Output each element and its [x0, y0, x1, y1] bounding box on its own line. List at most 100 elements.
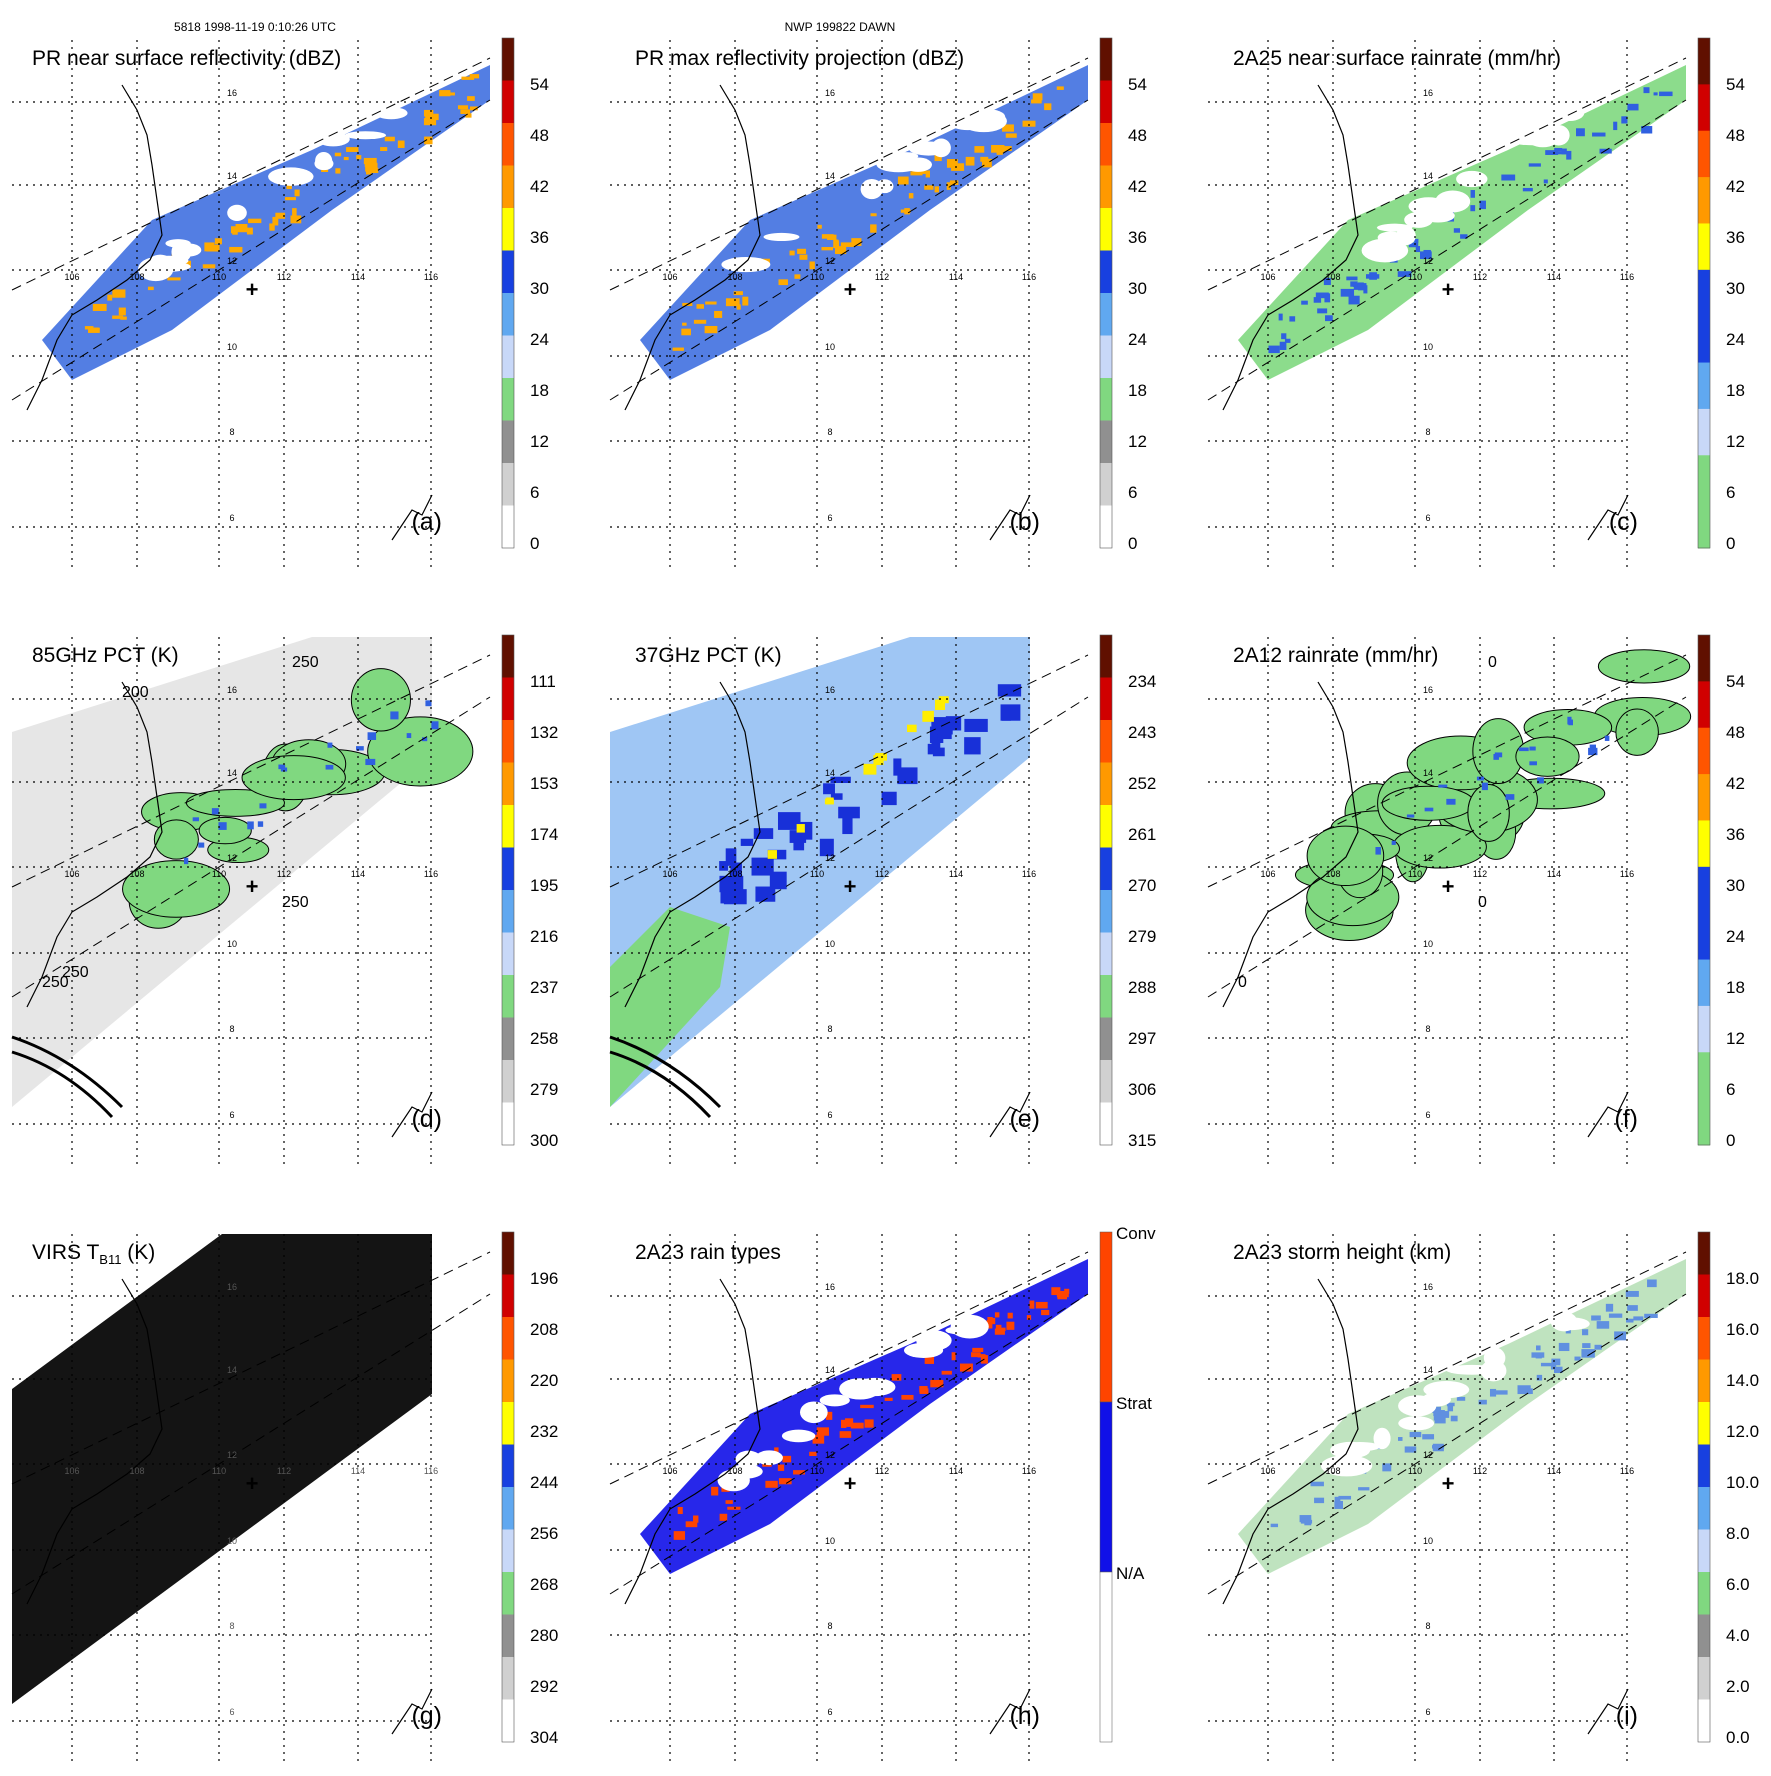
- field-cell: [1289, 316, 1296, 322]
- lon-label: 112: [1473, 869, 1487, 879]
- field-cell: [346, 147, 359, 152]
- field-cell: [1323, 277, 1331, 286]
- field-cell: [1568, 719, 1573, 726]
- field-cell: [1453, 228, 1461, 233]
- lat-label: 8: [1425, 1621, 1430, 1631]
- field-cell: [824, 798, 834, 805]
- field-cell: [1313, 297, 1322, 303]
- field-cell: [367, 732, 377, 740]
- storm-center-marker: +: [246, 874, 259, 899]
- no-rain-gap: [374, 106, 408, 120]
- land-contour: [609, 1050, 712, 1119]
- colorbar-segment: [502, 463, 514, 506]
- field-cell: [1022, 120, 1036, 127]
- field-cell: [980, 156, 989, 162]
- lat-label: 16: [227, 1282, 237, 1292]
- colorbar-tick-label: 0: [1726, 1131, 1735, 1150]
- colorbar-tick-label: 24: [1726, 927, 1745, 946]
- panel-title: 2A23 storm height (km): [1233, 1241, 1451, 1264]
- field-cell: [767, 850, 777, 859]
- colorbar-segment: [502, 1614, 514, 1658]
- colorbar-tick-label: 220: [530, 1371, 558, 1390]
- storm-center-marker: +: [246, 1471, 259, 1496]
- field-cell: [1398, 1437, 1403, 1441]
- colorbar: 111 132 153 174 195 216 237 258 279 300: [501, 634, 558, 1150]
- field-cell: [1528, 163, 1541, 167]
- field-cell: [714, 310, 723, 318]
- colorbar-segment: [1698, 408, 1710, 456]
- colorbar-segment: [502, 1487, 514, 1530]
- storm-center-marker: +: [1442, 277, 1455, 302]
- lon-label: 108: [129, 272, 144, 282]
- field-cell: [964, 737, 981, 755]
- colorbar-tick-label: 258: [530, 1029, 558, 1048]
- colorbar-tick-label: 0: [1726, 534, 1735, 553]
- data-field: [42, 65, 490, 380]
- field-cell: [1056, 86, 1064, 90]
- colorbar: 234 243 252 261 270 279 288 297 306 315: [1099, 634, 1156, 1150]
- colorbar-segment: [1698, 1098, 1710, 1146]
- colorbar-tick-label: 0: [530, 534, 539, 553]
- field-cell: [1278, 313, 1283, 321]
- colorbar-tick-label: 42: [1726, 774, 1745, 793]
- field-cell: [860, 1404, 874, 1409]
- lat-label: 14: [1423, 1365, 1433, 1375]
- field-cell: [922, 710, 934, 722]
- field-cell: [839, 1431, 852, 1438]
- colorbar-tick-label: 54: [1128, 75, 1147, 94]
- data-field: [609, 637, 1030, 1119]
- lat-label: 12: [825, 256, 835, 266]
- field-cell: [1481, 782, 1488, 791]
- field-cell: [673, 1531, 686, 1540]
- field-cell: [725, 1500, 733, 1504]
- swath-edge: [609, 696, 1089, 998]
- colorbar-tick-label: 256: [530, 1524, 558, 1543]
- field-cell: [290, 215, 302, 224]
- lat-label: 12: [1423, 1450, 1433, 1460]
- field-cell: [1035, 1301, 1048, 1309]
- field-cell: [1007, 1312, 1013, 1319]
- field-cell: [742, 296, 749, 306]
- colorbar-tick-label: 300: [530, 1131, 558, 1150]
- colorbar-segment: [1698, 774, 1710, 821]
- field-cell: [1304, 1518, 1312, 1526]
- graticule: [609, 40, 1089, 570]
- field-cell: [972, 1347, 984, 1352]
- no-rain-gap: [819, 1394, 850, 1407]
- field-cell: [1489, 1388, 1497, 1397]
- land-contour: [11, 1035, 124, 1109]
- lat-label: 12: [227, 256, 237, 266]
- swath-area: [42, 65, 490, 380]
- colorbar-tick-label: 6: [1726, 1080, 1735, 1099]
- colorbar-segment: [1100, 1017, 1112, 1061]
- colorbar-segment: [502, 805, 514, 848]
- field-cell: [1592, 132, 1606, 137]
- field-cell: [424, 136, 433, 145]
- colorbar-segment: [502, 1274, 514, 1318]
- field-cell: [1505, 794, 1515, 800]
- field-cell: [1314, 1497, 1325, 1504]
- panel-title: 85GHz PCT (K): [32, 644, 179, 667]
- lat-label: 16: [1423, 88, 1433, 98]
- lon-label: 106: [662, 272, 677, 282]
- colorbar-tick-label: 2.0: [1726, 1677, 1750, 1696]
- swath-edge: [609, 57, 1089, 291]
- colorbar-segment: [502, 1657, 514, 1700]
- colorbar-segment: [502, 1402, 514, 1445]
- field-cell: [842, 817, 853, 835]
- lat-label: 6: [827, 513, 832, 523]
- lat-label: 16: [1423, 685, 1433, 695]
- field-cell: [1627, 103, 1639, 111]
- coastline: [391, 1091, 433, 1138]
- colorbar-tick-label: 268: [530, 1575, 558, 1594]
- colorbar: 196 208 220 232 244 256 268 280 292 304: [501, 1231, 558, 1747]
- field-cell: [994, 1312, 1000, 1318]
- lat-label: 10: [1423, 342, 1433, 352]
- colorbar-tick-label: 36: [1726, 825, 1745, 844]
- coastline: [624, 681, 761, 1008]
- lon-label: 106: [1260, 1466, 1275, 1476]
- field-cell: [1409, 1431, 1422, 1438]
- field-cell: [248, 218, 262, 224]
- lat-label: 16: [227, 685, 237, 695]
